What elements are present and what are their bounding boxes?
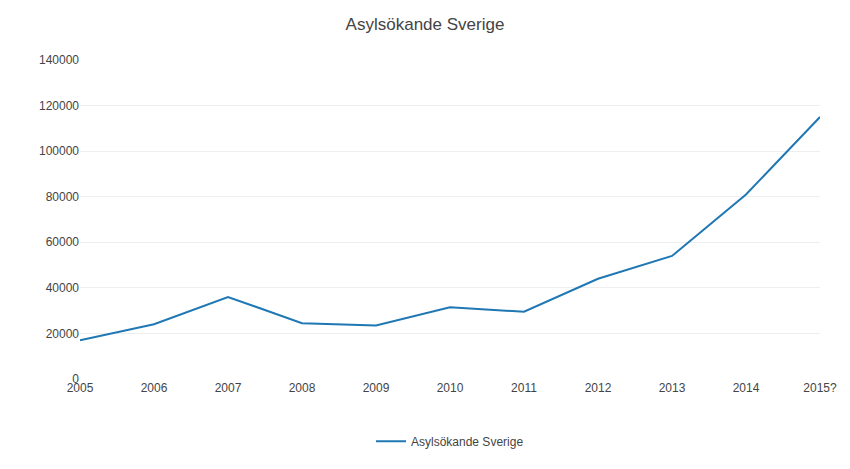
svg-text:2014: 2014 [733, 381, 760, 395]
svg-text:2013: 2013 [659, 381, 686, 395]
svg-text:2012: 2012 [585, 381, 612, 395]
svg-text:2008: 2008 [289, 381, 316, 395]
svg-text:40000: 40000 [46, 281, 80, 295]
svg-text:20000: 20000 [46, 327, 80, 341]
svg-text:2015?: 2015? [803, 381, 837, 395]
svg-text:2006: 2006 [141, 381, 168, 395]
svg-text:140000: 140000 [39, 53, 79, 67]
svg-text:80000: 80000 [46, 190, 80, 204]
svg-text:120000: 120000 [39, 99, 79, 113]
svg-text:2009: 2009 [363, 381, 390, 395]
svg-text:Asylsökande Sverige: Asylsökande Sverige [346, 15, 505, 34]
svg-text:2007: 2007 [215, 381, 242, 395]
svg-text:100000: 100000 [39, 144, 79, 158]
svg-text:Asylsökande Sverige: Asylsökande Sverige [411, 435, 523, 449]
svg-text:2005: 2005 [67, 381, 94, 395]
svg-text:0: 0 [72, 372, 79, 386]
svg-text:60000: 60000 [46, 235, 80, 249]
svg-text:2011: 2011 [511, 381, 537, 395]
svg-text:2010: 2010 [437, 381, 464, 395]
